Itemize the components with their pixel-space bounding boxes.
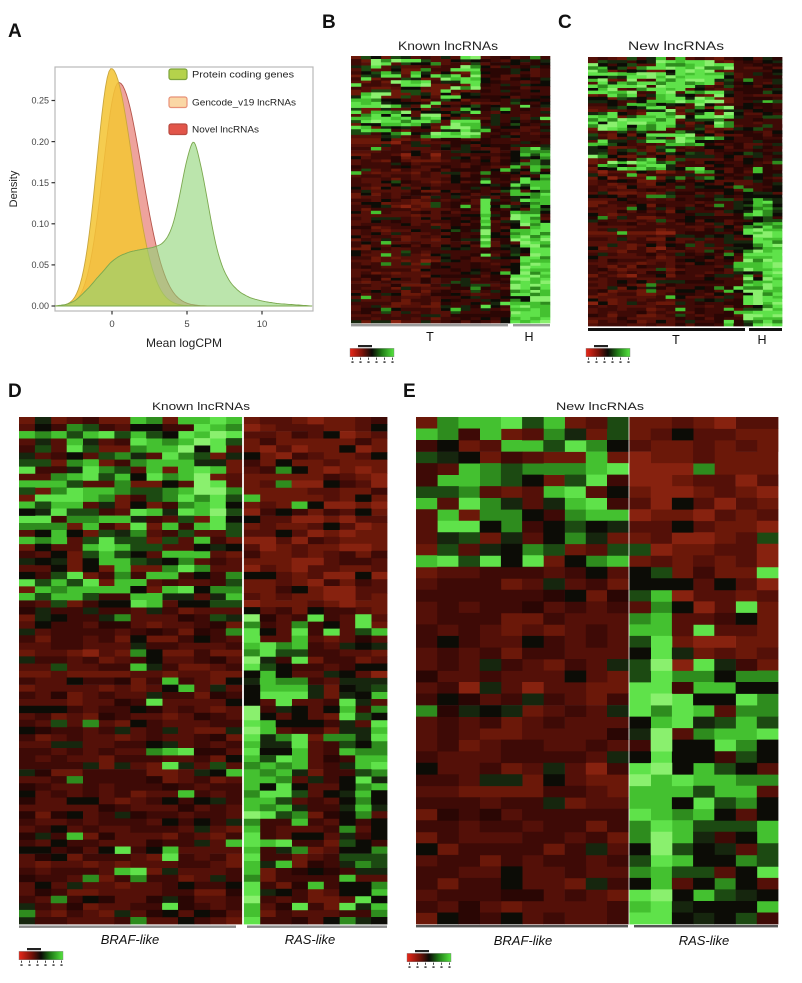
svg-text:B: B xyxy=(322,12,336,33)
svg-text:0: 0 xyxy=(109,319,114,330)
svg-text:5: 5 xyxy=(184,319,189,330)
svg-text:New lncRNAs: New lncRNAs xyxy=(628,41,724,53)
svg-text:Density: Density xyxy=(8,170,20,207)
svg-text:C: C xyxy=(558,12,572,33)
svg-text:Gencode_v19 lncRNAs: Gencode_v19 lncRNAs xyxy=(192,98,296,109)
svg-text:0.00: 0.00 xyxy=(31,301,49,311)
svg-text:T: T xyxy=(426,330,434,344)
svg-text:H: H xyxy=(757,333,766,347)
svg-text:10: 10 xyxy=(257,319,268,330)
svg-text:Novel lncRNAs: Novel lncRNAs xyxy=(192,125,259,136)
svg-text:0.20: 0.20 xyxy=(31,137,49,147)
svg-text:0.05: 0.05 xyxy=(31,260,49,270)
svg-text:0.15: 0.15 xyxy=(31,178,49,188)
svg-text:D: D xyxy=(8,381,22,402)
svg-text:New lncRNAs: New lncRNAs xyxy=(556,401,645,413)
svg-text:Protein coding genes: Protein coding genes xyxy=(192,70,294,81)
svg-text:BRAF-like: BRAF-like xyxy=(101,932,160,947)
svg-text:RAS-like: RAS-like xyxy=(679,933,730,948)
svg-text:Mean logCPM: Mean logCPM xyxy=(146,336,222,350)
svg-text:H: H xyxy=(524,330,533,344)
svg-text:Known lncRNAs: Known lncRNAs xyxy=(398,41,498,53)
svg-text:T: T xyxy=(672,333,680,347)
svg-text:BRAF-like: BRAF-like xyxy=(494,933,553,948)
svg-text:E: E xyxy=(403,381,416,402)
svg-text:0.25: 0.25 xyxy=(31,96,49,106)
svg-text:RAS-like: RAS-like xyxy=(285,932,336,947)
svg-text:0.10: 0.10 xyxy=(31,219,49,229)
svg-text:Known lncRNAs: Known lncRNAs xyxy=(152,401,251,413)
svg-text:A: A xyxy=(8,21,22,42)
